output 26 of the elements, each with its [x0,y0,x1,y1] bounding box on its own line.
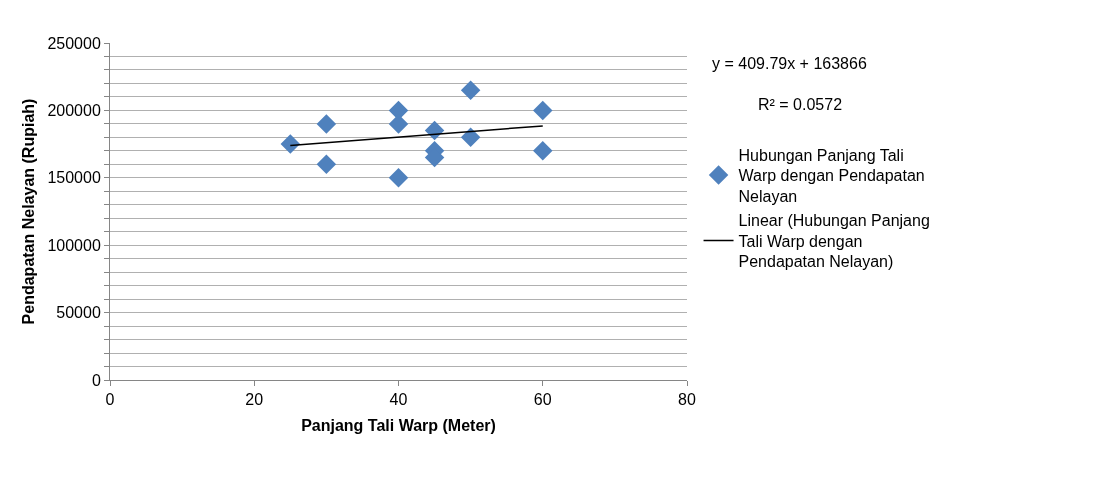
x-tick-label: 60 [533,391,552,409]
point [460,127,481,148]
point [533,141,553,161]
y-tick-label: 100000 [47,236,101,254]
x-tick-label: 0 [105,391,115,409]
y-tick-label: 200000 [47,102,101,119]
point [316,114,337,134]
text: R² = 0.0572 [758,96,843,113]
point [280,134,301,154]
legend-label: Linear (Hubungan Panjang Tali Warp dengan Pendapatan Nelayan) [738,211,930,271]
y-tick-label: 250000 [47,34,101,52]
x-axis-title: Panjang Tali Warp (Meter) [301,416,496,434]
x-tick-label: 80 [678,391,696,409]
point [316,154,337,175]
point [388,168,409,188]
point [460,80,481,100]
x-tick-label: 40 [389,391,408,409]
y-axis-title: Pendapatan Nelayan (Rupiah) [20,98,38,325]
y-tick-label: 50000 [56,304,101,322]
legend-label: Hubungan Panjang Tali Warp dengan Pendapatan Nelayan [738,146,925,206]
y-tick-label: 0 [91,371,101,389]
x-tick-label: 20 [245,391,264,409]
point [388,114,409,134]
text: y = 409.79x + 163866 [712,55,867,72]
y-tick-label: 150000 [47,169,101,187]
point [533,100,553,121]
